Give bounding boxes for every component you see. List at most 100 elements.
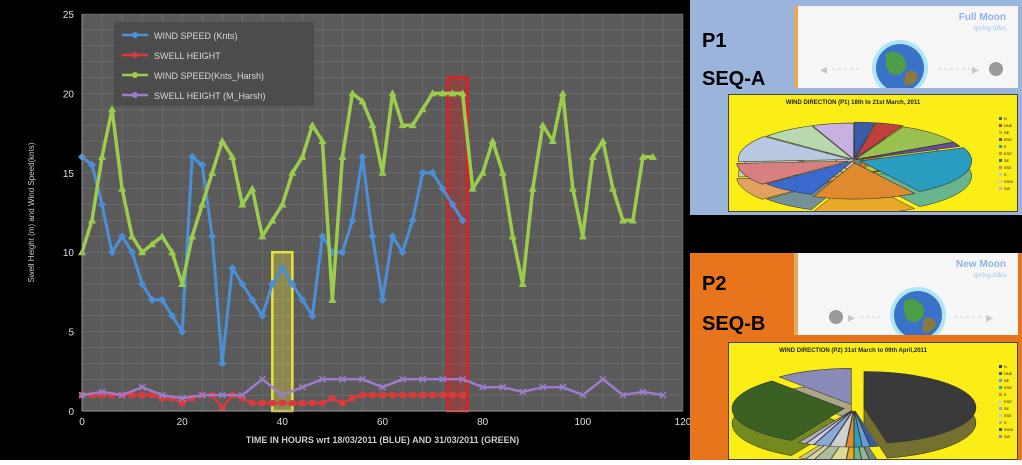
legend-label: SSE [1003, 165, 1012, 170]
legend-entry: NE [998, 377, 1013, 384]
data-point [89, 392, 96, 399]
right-arrow-icon: ▸ [972, 62, 979, 78]
legend-label: NE [1003, 378, 1010, 383]
data-point [179, 400, 186, 407]
data-point [378, 383, 387, 391]
data-point [338, 248, 347, 257]
data-point [218, 391, 226, 399]
data-point [98, 152, 107, 160]
legend-label: WIND SPEED(Knts_Harsh) [154, 71, 264, 81]
data-point [208, 168, 217, 176]
data-point [409, 392, 416, 399]
data-point [298, 383, 306, 391]
data-point [648, 152, 657, 160]
p1-pie-title: WIND DIRECTION (P1) 18th to 21st March, … [785, 100, 921, 106]
data-point [108, 248, 117, 257]
legend-label: ESE [1003, 151, 1012, 156]
data-point [109, 392, 116, 399]
highlight-layer [271, 76, 469, 413]
x-tick-label: 100 [574, 417, 591, 428]
legend-label: ENE [1003, 385, 1013, 390]
data-point [278, 264, 287, 273]
data-point [359, 392, 366, 399]
legend-marker [132, 92, 138, 98]
data-point [439, 375, 447, 383]
legend-label: SWELL HEIGHT [154, 51, 221, 61]
pie-slice [805, 410, 852, 445]
data-point [248, 184, 257, 192]
data-point [358, 152, 367, 161]
pie-slice [853, 410, 863, 448]
legend-label: ENE [1003, 137, 1013, 142]
data-point [458, 89, 467, 97]
x-tick-label: 60 [377, 417, 389, 428]
y-tick-label: 5 [68, 328, 74, 339]
x-axis-title: TIME IN HOURS wrt 18/03/2011 (BLUE) AND … [246, 435, 519, 445]
data-point [309, 400, 316, 407]
pie-slice-side [831, 425, 854, 459]
series-line [80, 91, 653, 302]
data-point [318, 137, 327, 145]
panel-p1-seq: SEQ-A [702, 68, 766, 90]
data-point [558, 89, 567, 97]
data-point [378, 168, 387, 176]
data-point [368, 232, 377, 241]
data-point [389, 392, 396, 399]
p1-moon-card: Full Moon spring tides ◂ ▸ [794, 6, 1018, 88]
legend-entry: SSW [998, 178, 1013, 185]
data-point [468, 184, 477, 192]
data-point [128, 232, 137, 240]
data-point [628, 216, 637, 224]
legend-entry: SSE [998, 164, 1013, 171]
panel-gap [690, 215, 1022, 253]
highlight-box [271, 250, 294, 413]
legend-swatch [998, 393, 1002, 396]
data-point [178, 394, 186, 402]
legend-marker [132, 72, 138, 78]
data-point [579, 391, 587, 399]
p1-moon-subtitle: spring tides [973, 24, 1006, 32]
data-point [388, 232, 397, 241]
data-point [368, 121, 377, 129]
data-point [238, 391, 246, 399]
data-point [238, 200, 247, 208]
data-point [578, 232, 587, 240]
data-point [318, 375, 326, 383]
data-point [369, 392, 376, 399]
data-point [259, 400, 266, 407]
p2-pie-title: WIND DIRECTION (P2) 31st March to 09th A… [779, 348, 927, 354]
p2-pie-chart [731, 368, 977, 459]
data-point [459, 375, 467, 383]
legend-swatch [998, 400, 1002, 403]
data-point [88, 216, 97, 224]
legend-swatch [998, 365, 1002, 368]
data-point [638, 152, 647, 160]
series-line [81, 377, 664, 400]
legend-label: SE [1003, 158, 1010, 163]
legend-label: E [1003, 392, 1007, 397]
legend-swatch [998, 138, 1002, 141]
panel-p1-label: P1 [702, 30, 727, 52]
data-point [298, 152, 307, 160]
series-layer [78, 89, 667, 411]
legend-entry: ENE [998, 384, 1013, 391]
legend-label: SW [1003, 434, 1011, 439]
data-point [408, 121, 417, 129]
legend-swatch [998, 414, 1002, 417]
data-point [228, 152, 237, 160]
pie-slice [863, 371, 977, 444]
data-point [338, 152, 347, 160]
data-point [168, 311, 177, 320]
x-tick-label: 120 [675, 417, 690, 428]
data-point [428, 168, 437, 177]
p2-moon-subtitle: spring tides [973, 271, 1006, 279]
data-point [358, 97, 367, 105]
legend-swatch [998, 379, 1002, 382]
data-point [348, 216, 357, 225]
data-point [328, 295, 337, 303]
pie-slice [765, 160, 854, 195]
moon-icon [829, 310, 843, 324]
right-arrow-icon: ▸ [848, 310, 855, 326]
data-point [318, 232, 327, 241]
p1-pie-card: WIND DIRECTION (P1) 18th to 21st March, … [728, 94, 1018, 212]
